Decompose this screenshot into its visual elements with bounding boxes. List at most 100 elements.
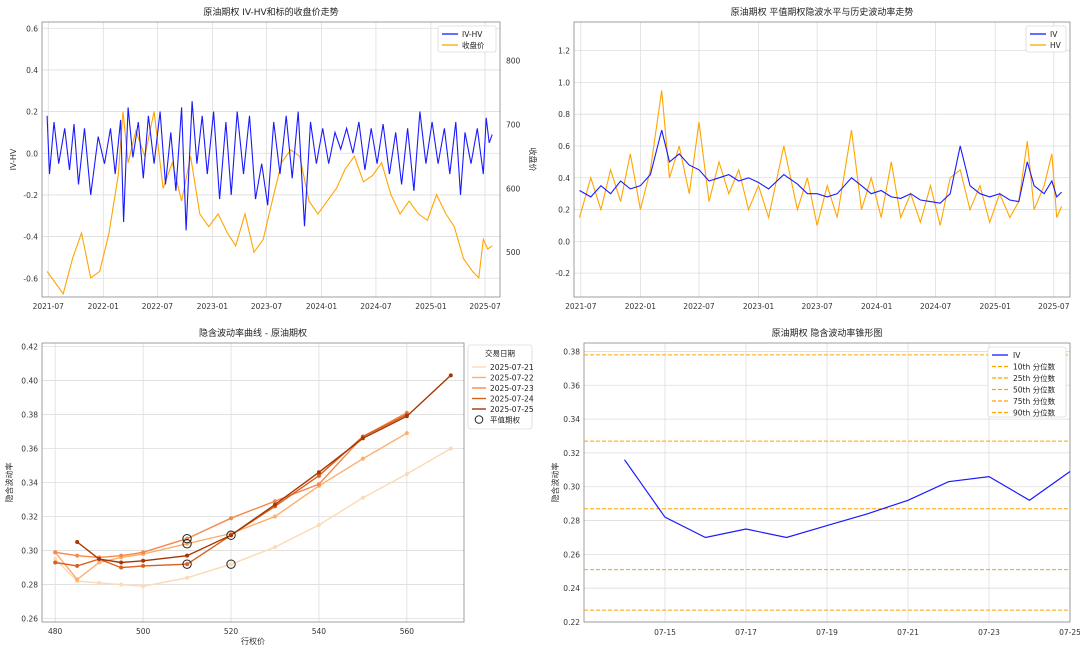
p3-series-point <box>75 563 80 568</box>
p1-series-close-price <box>46 111 493 296</box>
p3-legend-title: 交易日期 <box>485 348 515 358</box>
p3-legend-label: 2025-07-21 <box>490 363 534 372</box>
p3-y-tick-label: 0.40 <box>21 376 38 385</box>
p4-x-tick-label: 07-21 <box>897 628 919 637</box>
p4-y-tick-label: 0.30 <box>563 483 580 492</box>
p1-y2-tick-label: 800 <box>506 56 521 65</box>
p1-y-tick-label: -0.2 <box>23 191 38 200</box>
p3-y-tick-label: 0.26 <box>21 615 38 624</box>
p2-x-tick-label: 2022-01 <box>625 302 657 311</box>
p4-legend-label: IV <box>1013 351 1021 360</box>
p3-legend-label: 2025-07-22 <box>490 374 534 383</box>
p2-title: 原油期权 平值期权隐波水平与历史波动率走势 <box>731 6 914 18</box>
p4-legend-label: 10th 分位数 <box>1013 362 1056 372</box>
p3-legend-atm-marker <box>474 415 484 424</box>
p3-series-point <box>53 560 58 565</box>
p3-x-tick-label: 520 <box>224 627 239 636</box>
p2-y-tick-label: 0.4 <box>558 174 570 183</box>
p3-series-point <box>229 533 234 538</box>
p3-series-point <box>448 446 453 451</box>
p4-x-tick-label: 07-25 <box>1059 628 1080 637</box>
p3-title: 隐含波动率曲线 - 原油期权 <box>199 327 307 339</box>
p3-series-point <box>360 495 365 500</box>
p1-y-tick-label: -0.6 <box>23 274 38 283</box>
p3-legend-label: 2025-07-24 <box>490 395 534 404</box>
p2-x-tick-label: 2024-01 <box>861 302 893 311</box>
p3-series-point <box>141 558 146 563</box>
p4-y-tick-label: 0.32 <box>563 449 580 458</box>
p3-series-point <box>316 473 321 478</box>
p3-series-point <box>141 550 146 555</box>
p2-x-tick-label: 2025-07 <box>1038 302 1070 311</box>
p4-y-tick-label: 0.36 <box>563 381 580 390</box>
p4-y-tick-label: 0.26 <box>563 550 580 559</box>
p3-series-point <box>141 584 146 589</box>
p1-y2-tick-label: 600 <box>506 184 521 193</box>
p3-series-point <box>448 373 453 378</box>
p1-ylabel: IV-HV <box>9 148 18 170</box>
p3-series-point <box>75 553 80 558</box>
p2-x-tick-label: 2023-07 <box>801 302 833 311</box>
p3-y-tick-label: 0.36 <box>21 444 38 453</box>
p3-series-point <box>229 516 234 521</box>
p3-atm-marker <box>182 539 192 549</box>
p3-atm-marker <box>226 530 236 540</box>
p3-series-line <box>76 374 452 564</box>
p4-y-tick-label: 0.24 <box>563 584 580 593</box>
p3-series-line <box>54 447 452 588</box>
p3-series-point <box>404 471 409 476</box>
p1-y-tick-label: 0.2 <box>26 108 38 117</box>
p3-xlabel: 行权价 <box>241 636 265 646</box>
p4-series-iv <box>624 459 1071 539</box>
p1-x-tick-label: 2022-07 <box>142 302 174 311</box>
p2-y-tick-label: 0.0 <box>558 237 570 246</box>
p3-legend-atm-label: 平值期权 <box>490 415 520 425</box>
p1-x-tick-label: 2024-07 <box>360 302 392 311</box>
p1-y-tick-label: 0.6 <box>26 24 38 33</box>
p1-series-iv-hv <box>46 101 493 231</box>
p1-title: 原油期权 IV-HV和标的收盘价走势 <box>203 6 338 18</box>
p3-y-tick-label: 0.34 <box>21 479 38 488</box>
p3-series-point <box>119 553 124 558</box>
p3-series-point <box>119 560 124 565</box>
p3-y-tick-label: 0.30 <box>21 547 38 556</box>
p3-series-point <box>75 577 80 582</box>
p4-x-tick-label: 07-19 <box>816 628 838 637</box>
p3-series-point <box>316 523 321 528</box>
p3-series-point <box>272 499 277 504</box>
p4-y-tick-label: 0.38 <box>563 347 580 356</box>
p1-y2-tick-label: 500 <box>506 248 521 257</box>
p3-series-point <box>185 562 190 567</box>
p1-legend-label: 收盘价 <box>462 40 485 50</box>
p3-x-tick-label: 500 <box>136 627 151 636</box>
p1-y2-tick-label: 700 <box>506 120 521 129</box>
p3-x-tick-label: 480 <box>48 627 63 636</box>
p2-series-iv <box>579 129 1062 204</box>
p3-series-point <box>119 582 124 587</box>
p3-frame <box>41 342 465 623</box>
p2-x-tick-label: 2024-07 <box>920 302 952 311</box>
p1-y2label: 收盘价 <box>528 148 538 172</box>
p3-series-point <box>229 562 234 567</box>
p3-legend-label: 2025-07-23 <box>490 384 534 393</box>
p1-x-tick-label: 2025-07 <box>469 302 501 311</box>
p3-series-point <box>272 545 277 550</box>
p2-y-tick-label: 1.2 <box>558 47 570 56</box>
p2-series-hv <box>578 90 1063 226</box>
p1-y-tick-label: 0.4 <box>26 66 38 75</box>
p3-series-point <box>185 575 190 580</box>
p1-y-tick-label: 0.0 <box>26 149 38 158</box>
p3-series-point <box>97 557 102 562</box>
p1-y-tick-label: -0.4 <box>23 233 38 242</box>
p2-y-tick-label: 0.6 <box>558 142 570 151</box>
p4-legend <box>987 346 1067 418</box>
p1-x-tick-label: 2025-01 <box>415 302 447 311</box>
p2-legend-label: HV <box>1050 41 1062 50</box>
p2-x-tick-label: 2025-01 <box>980 302 1012 311</box>
p1-x-tick-label: 2023-07 <box>251 302 283 311</box>
p3-series-point <box>360 456 365 461</box>
p3-series-point <box>316 482 321 487</box>
p4-x-tick-label: 07-17 <box>735 628 757 637</box>
p1-x-tick-label: 2022-01 <box>88 302 120 311</box>
